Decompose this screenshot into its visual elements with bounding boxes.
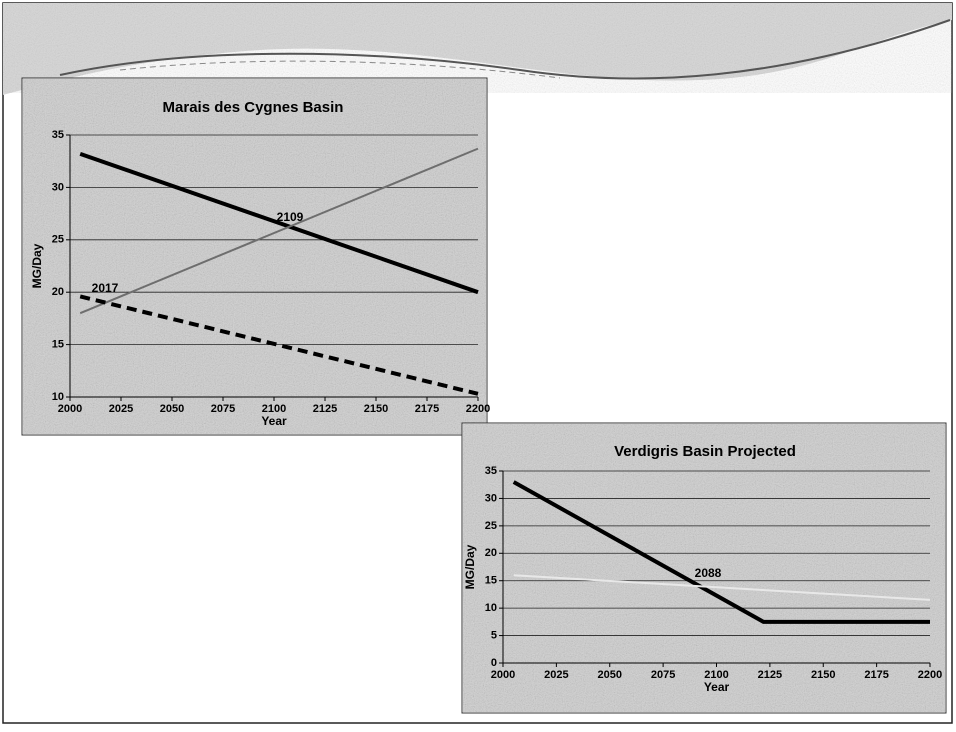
x-tick-label: 2075 xyxy=(211,403,235,415)
annotation: 2017 xyxy=(92,281,119,295)
y-axis-label: MG/Day xyxy=(30,243,44,288)
y-tick-label: 10 xyxy=(485,602,497,614)
x-tick-label: 2025 xyxy=(109,403,133,415)
x-tick-label: 2000 xyxy=(58,403,82,415)
y-tick-label: 10 xyxy=(52,391,64,403)
data-line xyxy=(79,151,479,295)
x-tick-label: 2175 xyxy=(864,669,888,681)
y-tick-label: 20 xyxy=(52,286,64,298)
x-tick-label: 2200 xyxy=(466,403,490,415)
y-tick-label: 25 xyxy=(485,520,497,532)
x-tick-label: 2150 xyxy=(811,669,835,681)
y-tick-label: 30 xyxy=(485,492,497,504)
data-line xyxy=(512,480,930,624)
y-tick-label: 35 xyxy=(485,465,497,477)
data-line xyxy=(513,574,931,601)
x-tick-label: 2075 xyxy=(651,669,675,681)
y-tick-label: 0 xyxy=(491,657,497,669)
y-tick-label: 35 xyxy=(52,129,64,141)
data-line xyxy=(79,294,479,396)
y-axis-label: MG/Day xyxy=(463,544,477,589)
x-tick-label: 2100 xyxy=(262,403,286,415)
chart-texture xyxy=(463,424,945,712)
chart: Verdigris Basin Projected051015202530352… xyxy=(461,422,947,714)
annotation: 2109 xyxy=(277,210,304,224)
x-tick-label: 2025 xyxy=(544,669,568,681)
chart-title: Verdigris Basin Projected xyxy=(614,443,796,460)
data-line xyxy=(79,147,479,315)
x-tick-label: 2100 xyxy=(704,669,728,681)
y-tick-label: 15 xyxy=(485,575,497,587)
y-tick-label: 20 xyxy=(485,547,497,559)
chart-texture xyxy=(23,79,486,434)
chart-title: Marais des Cygnes Basin xyxy=(163,99,344,116)
x-tick-label: 2150 xyxy=(364,403,388,415)
x-tick-label: 2175 xyxy=(415,403,439,415)
x-tick-label: 2125 xyxy=(313,403,337,415)
x-tick-label: 2050 xyxy=(160,403,184,415)
y-tick-label: 30 xyxy=(52,181,64,193)
y-tick-label: 5 xyxy=(491,629,497,641)
x-tick-label: 2000 xyxy=(491,669,515,681)
y-tick-label: 25 xyxy=(52,234,64,246)
x-axis-label: Year xyxy=(704,680,730,694)
x-tick-label: 2125 xyxy=(758,669,782,681)
x-tick-label: 2200 xyxy=(918,669,942,681)
x-axis-label: Year xyxy=(261,414,287,428)
y-tick-label: 15 xyxy=(52,339,64,351)
annotation: 2088 xyxy=(695,566,722,580)
x-tick-label: 2050 xyxy=(598,669,622,681)
